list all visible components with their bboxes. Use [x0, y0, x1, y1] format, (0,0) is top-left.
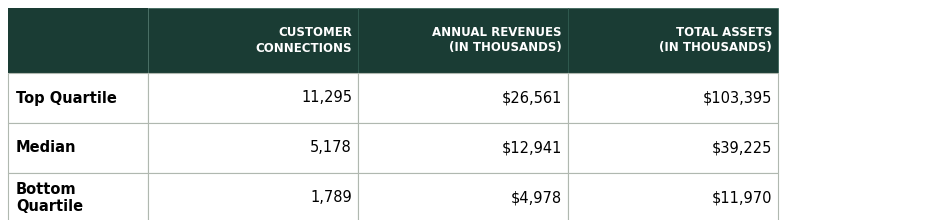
- Text: TOTAL ASSETS
(IN THOUSANDS): TOTAL ASSETS (IN THOUSANDS): [659, 26, 771, 55]
- Bar: [8, 8, 148, 73]
- Text: $12,941: $12,941: [501, 141, 562, 156]
- Text: $39,225: $39,225: [711, 141, 771, 156]
- Bar: [567, 123, 777, 173]
- Text: Top Quartile: Top Quartile: [16, 90, 117, 106]
- Bar: [8, 73, 148, 123]
- Bar: [567, 173, 777, 220]
- Text: 5,178: 5,178: [310, 141, 351, 156]
- Bar: [148, 173, 358, 220]
- Text: CUSTOMER
CONNECTIONS: CUSTOMER CONNECTIONS: [255, 26, 351, 55]
- Bar: [358, 73, 567, 123]
- Text: $4,978: $4,978: [511, 191, 562, 205]
- Text: $26,561: $26,561: [501, 90, 562, 106]
- Text: Median: Median: [16, 141, 76, 156]
- Text: Bottom
Quartile: Bottom Quartile: [16, 182, 83, 214]
- Text: 1,789: 1,789: [310, 191, 351, 205]
- Text: $103,395: $103,395: [702, 90, 771, 106]
- Bar: [148, 123, 358, 173]
- Bar: [567, 8, 777, 73]
- Text: $11,970: $11,970: [711, 191, 771, 205]
- Bar: [358, 8, 567, 73]
- Bar: [148, 73, 358, 123]
- Bar: [358, 173, 567, 220]
- Bar: [148, 8, 358, 73]
- Text: ANNUAL REVENUES
(IN THOUSANDS): ANNUAL REVENUES (IN THOUSANDS): [432, 26, 562, 55]
- Text: 11,295: 11,295: [301, 90, 351, 106]
- Bar: [8, 173, 148, 220]
- Bar: [358, 123, 567, 173]
- Bar: [567, 73, 777, 123]
- Bar: [8, 123, 148, 173]
